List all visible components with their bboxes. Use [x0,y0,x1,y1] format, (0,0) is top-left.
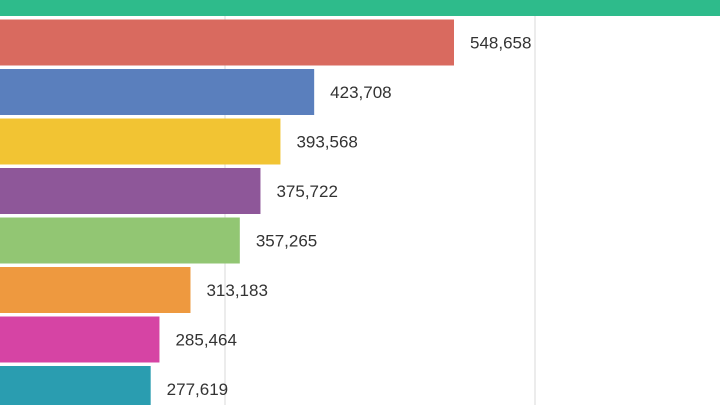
value-label-6: 313,183 [206,281,267,300]
bar-0 [0,0,720,16]
value-label-5: 357,265 [256,232,317,251]
bar-6 [0,267,191,313]
bar-7 [0,316,160,363]
value-label-2: 423,708 [330,83,391,102]
bar-8 [0,366,151,405]
bar-4 [0,168,261,214]
bar-1 [0,19,454,66]
value-label-7: 285,464 [175,331,236,350]
value-label-3: 393,568 [296,133,357,152]
value-labels: 548,658 423,708 393,568 375,722 357,265 313,1… [167,34,532,400]
value-label-1: 548,658 [470,34,531,53]
value-label-4: 375,722 [276,182,337,201]
bar-5 [0,217,240,264]
bar-2 [0,69,315,115]
bar-3 [0,118,281,165]
value-label-8: 277,619 [167,380,228,399]
